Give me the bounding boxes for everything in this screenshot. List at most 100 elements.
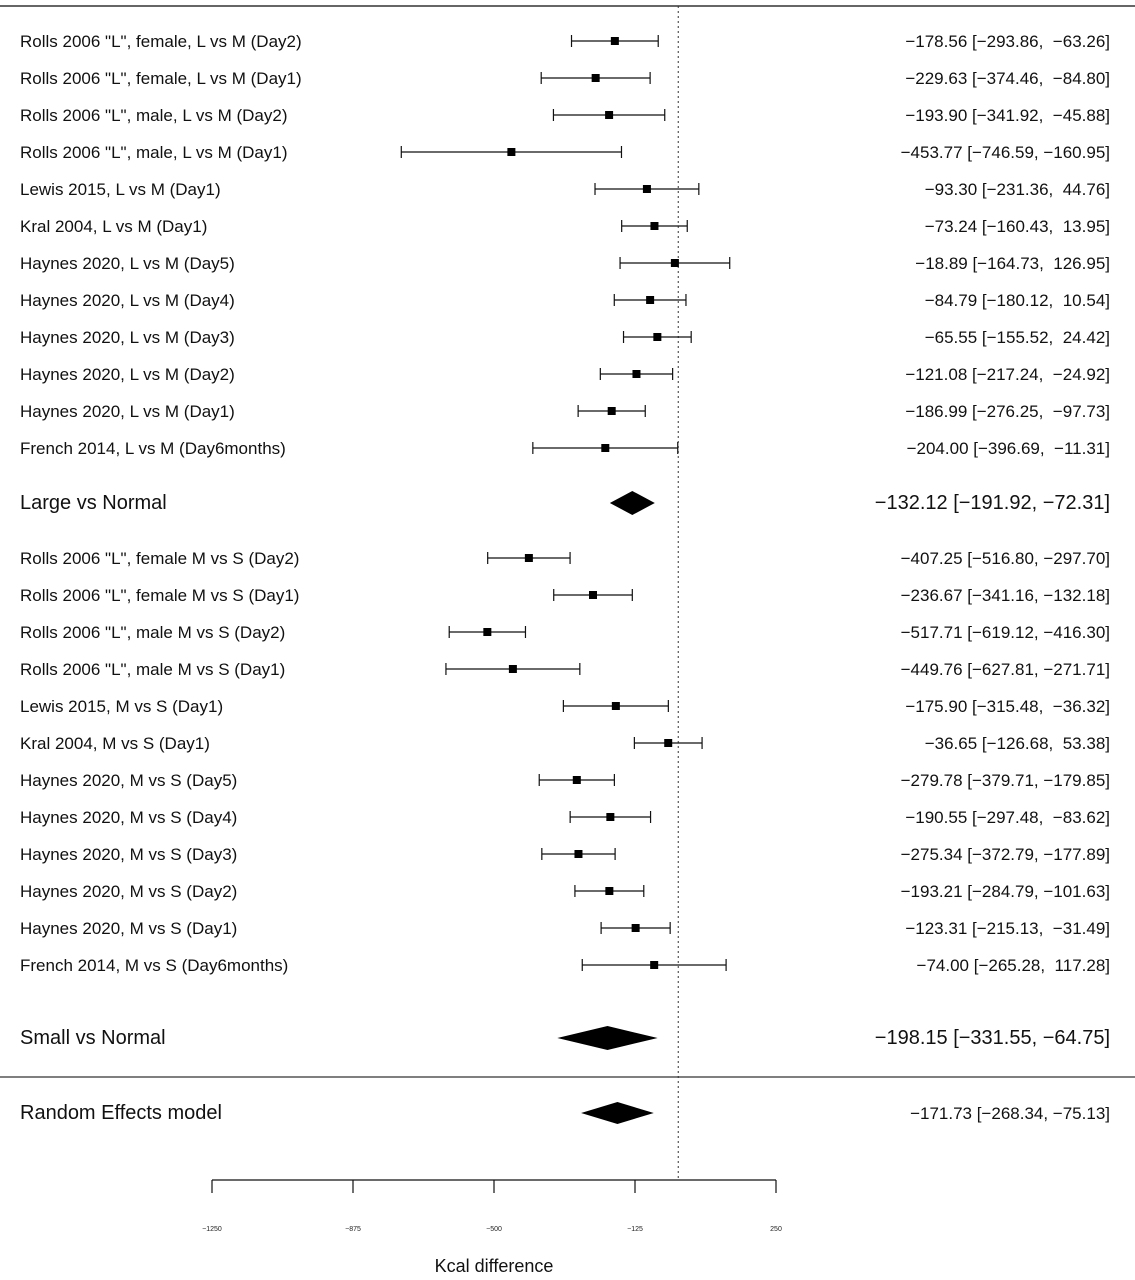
- summary-diamond: [557, 1026, 658, 1050]
- row-estimate-text: −453.77 [−746.59, −160.95]: [901, 143, 1110, 162]
- row-estimate-text: −236.67 [−341.16, −132.18]: [901, 586, 1110, 605]
- point-estimate: [631, 924, 640, 932]
- point-estimate: [642, 185, 651, 193]
- x-tick-label: 250: [770, 1226, 782, 1233]
- study-row: Lewis 2015, L vs M (Day1) −93.30 [−231.36…: [20, 180, 1110, 199]
- row-label: Haynes 2020, L vs M (Day2): [20, 365, 235, 384]
- row-label: Rolls 2006 "L", female M vs S (Day2): [20, 549, 299, 568]
- summary-row: Random Effects model −171.73 [−268.34, −7…: [20, 1102, 1110, 1124]
- point-estimate: [650, 222, 659, 230]
- study-row: Rolls 2006 "L", female, L vs M (Day1) −22…: [20, 69, 1110, 88]
- row-estimate-text: −132.12 [−191.92, −72.31]: [875, 492, 1110, 514]
- point-estimate: [607, 407, 616, 415]
- point-estimate: [483, 628, 492, 636]
- study-row: Haynes 2020, M vs S (Day2) −193.21 [−284.…: [20, 882, 1110, 901]
- summary-row: Large vs Normal −132.12 [−191.92, −72.31]: [20, 491, 1110, 515]
- study-row: French 2014, L vs M (Day6months) −204.00 …: [20, 439, 1110, 458]
- point-estimate: [632, 370, 641, 378]
- study-row: Haynes 2020, M vs S (Day1) −123.31 [−215.…: [20, 919, 1110, 938]
- row-estimate-text: −123.31 [−215.13, −31.49]: [905, 919, 1110, 938]
- study-row: Haynes 2020, L vs M (Day5) −18.89 [−164.7…: [20, 254, 1110, 273]
- point-estimate: [524, 554, 533, 562]
- summary-row: Small vs Normal −198.15 [−331.55, −64.75]: [20, 1026, 1110, 1050]
- row-label: Lewis 2015, M vs S (Day1): [20, 697, 223, 716]
- row-estimate-text: −517.71 [−619.12, −416.30]: [901, 623, 1110, 642]
- row-estimate-text: −449.76 [−627.81, −271.71]: [901, 660, 1110, 679]
- study-row: Haynes 2020, M vs S (Day5) −279.78 [−379.…: [20, 771, 1110, 790]
- row-label: Haynes 2020, L vs M (Day4): [20, 291, 235, 310]
- study-row: Lewis 2015, M vs S (Day1) −175.90 [−315.4…: [20, 697, 1110, 716]
- point-estimate: [650, 961, 659, 969]
- row-estimate-text: −229.63 [−374.46, −84.80]: [905, 69, 1110, 88]
- point-estimate: [507, 148, 516, 156]
- row-estimate-text: −198.15 [−331.55, −64.75]: [875, 1027, 1110, 1049]
- x-tick-label: −500: [486, 1226, 502, 1233]
- point-estimate: [611, 702, 620, 710]
- row-label: Rolls 2006 "L", male, L vs M (Day1): [20, 143, 287, 162]
- study-row: Haynes 2020, L vs M (Day3) −65.55 [−155.5…: [20, 328, 1110, 347]
- row-label: Haynes 2020, M vs S (Day1): [20, 919, 237, 938]
- row-label: Large vs Normal: [20, 492, 167, 514]
- row-estimate-text: −171.73 [−268.34, −75.13]: [910, 1104, 1110, 1123]
- row-estimate-text: −121.08 [−217.24, −24.92]: [905, 365, 1110, 384]
- row-estimate-text: −178.56 [−293.86, −63.26]: [905, 32, 1110, 51]
- row-label: Rolls 2006 "L", male, L vs M (Day2): [20, 106, 287, 125]
- point-estimate: [589, 591, 598, 599]
- study-row: Kral 2004, M vs S (Day1) −36.65 [−126.68,…: [20, 734, 1110, 753]
- x-tick-label: −125: [627, 1226, 643, 1233]
- summary-diamond: [581, 1102, 654, 1124]
- row-estimate-text: −84.79 [−180.12, 10.54]: [925, 291, 1110, 310]
- point-estimate: [605, 111, 614, 119]
- row-estimate-text: −73.24 [−160.43, 13.95]: [925, 217, 1110, 236]
- row-estimate-text: −74.00 [−265.28, 117.28]: [917, 956, 1110, 975]
- row-estimate-text: −275.34 [−372.79, −177.89]: [901, 845, 1110, 864]
- row-label: Lewis 2015, L vs M (Day1): [20, 180, 221, 199]
- point-estimate: [653, 333, 662, 341]
- point-estimate: [606, 813, 615, 821]
- study-row: Rolls 2006 "L", female, L vs M (Day2) −17…: [20, 32, 1110, 51]
- row-estimate-text: −190.55 [−297.48, −83.62]: [905, 808, 1110, 827]
- study-row: Kral 2004, L vs M (Day1) −73.24 [−160.43,…: [20, 217, 1110, 236]
- study-row: Haynes 2020, M vs S (Day4) −190.55 [−297.…: [20, 808, 1110, 827]
- row-label: Rolls 2006 "L", male M vs S (Day2): [20, 623, 285, 642]
- row-label: Haynes 2020, M vs S (Day5): [20, 771, 237, 790]
- row-label: Small vs Normal: [20, 1027, 166, 1049]
- study-row: Rolls 2006 "L", male M vs S (Day1) −449.7…: [20, 660, 1110, 679]
- study-row: French 2014, M vs S (Day6months) −74.00 […: [20, 956, 1110, 975]
- row-label: Rolls 2006 "L", female, L vs M (Day1): [20, 69, 302, 88]
- study-row: Haynes 2020, L vs M (Day1) −186.99 [−276.…: [20, 402, 1110, 421]
- study-row: Rolls 2006 "L", male, L vs M (Day2) −193.…: [20, 106, 1110, 125]
- row-estimate-text: −193.90 [−341.92, −45.88]: [905, 106, 1110, 125]
- row-label: Rolls 2006 "L", male M vs S (Day1): [20, 660, 285, 679]
- row-estimate-text: −407.25 [−516.80, −297.70]: [901, 549, 1110, 568]
- row-estimate-text: −193.21 [−284.79, −101.63]: [901, 882, 1110, 901]
- point-estimate: [664, 739, 673, 747]
- point-estimate: [572, 776, 581, 784]
- row-estimate-text: −186.99 [−276.25, −97.73]: [905, 402, 1110, 421]
- point-estimate: [591, 74, 600, 82]
- x-axis-title: Kcal difference: [435, 1256, 554, 1276]
- study-row: Haynes 2020, M vs S (Day3) −275.34 [−372.…: [20, 845, 1110, 864]
- study-row: Rolls 2006 "L", female M vs S (Day2) −407…: [20, 549, 1110, 568]
- row-label: Haynes 2020, M vs S (Day4): [20, 808, 237, 827]
- row-label: Haynes 2020, L vs M (Day1): [20, 402, 235, 421]
- row-label: Haynes 2020, L vs M (Day5): [20, 254, 235, 273]
- row-label: Kral 2004, L vs M (Day1): [20, 217, 207, 236]
- row-estimate-text: −204.00 [−396.69, −11.31]: [907, 439, 1110, 458]
- row-estimate-text: −65.55 [−155.52, 24.42]: [925, 328, 1110, 347]
- row-label: Haynes 2020, L vs M (Day3): [20, 328, 235, 347]
- study-row: Haynes 2020, L vs M (Day4) −84.79 [−180.1…: [20, 291, 1110, 310]
- study-row: Rolls 2006 "L", male M vs S (Day2) −517.7…: [20, 623, 1110, 642]
- point-estimate: [605, 887, 614, 895]
- row-label: French 2014, L vs M (Day6months): [20, 439, 286, 458]
- row-label: French 2014, M vs S (Day6months): [20, 956, 288, 975]
- row-label: Rolls 2006 "L", female M vs S (Day1): [20, 586, 299, 605]
- point-estimate: [670, 259, 679, 267]
- point-estimate: [646, 296, 655, 304]
- point-estimate: [610, 37, 619, 45]
- row-label: Rolls 2006 "L", female, L vs M (Day2): [20, 32, 302, 51]
- row-estimate-text: −36.65 [−126.68, 53.38]: [925, 734, 1110, 753]
- row-label: Haynes 2020, M vs S (Day2): [20, 882, 237, 901]
- x-tick-label: −875: [345, 1226, 361, 1233]
